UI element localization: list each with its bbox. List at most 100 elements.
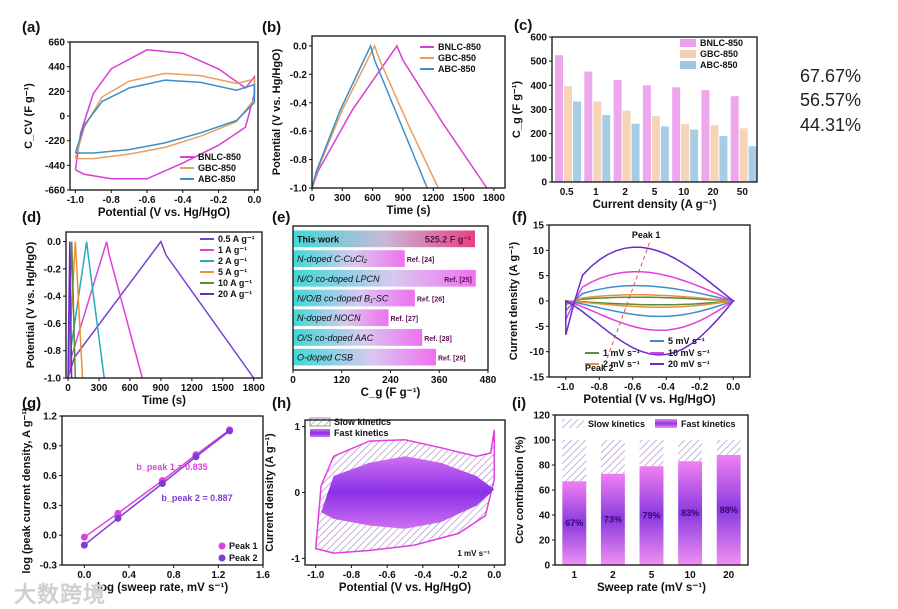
annotation-peak-1: Peak 1 <box>632 230 661 240</box>
x-tick-label: 300 <box>334 193 351 204</box>
watermark: 大数跨境 <box>14 583 107 608</box>
hbar-category-label: N/O co-doped LPCN <box>297 274 380 284</box>
y-tick-label: 400 <box>530 81 547 92</box>
series-line-0 <box>311 44 488 189</box>
plot-frame-f <box>548 224 751 378</box>
x-tick-label: 300 <box>91 383 108 394</box>
y-tick-label: -0.6 <box>44 319 62 330</box>
y-tick-label: 0.0 <box>293 41 307 52</box>
bar <box>710 125 719 182</box>
x-tick-label: 50 <box>737 187 749 198</box>
series-line-1 <box>565 294 734 309</box>
x-tick-label: 2 <box>610 570 616 581</box>
x-tick-label: 1200 <box>181 383 204 394</box>
legend-swatch <box>655 419 677 428</box>
hbar-value-label: Ref. [28] <box>424 336 452 343</box>
hbar-value-label: Ref. [25] <box>444 277 472 284</box>
x-tick-label: -0.4 <box>414 570 432 581</box>
plot-frame-a <box>69 41 259 191</box>
panel-label-d: (d) <box>22 209 41 226</box>
y-tick-label: 0 <box>541 178 547 189</box>
y-tick-label: 0 <box>544 561 550 572</box>
x-tick-label: -0.6 <box>379 570 397 581</box>
side-value-2: 56.57% <box>800 90 862 110</box>
y-tick-label: 300 <box>530 105 547 116</box>
y-axis-label: Current density (A g⁻¹) <box>508 241 520 360</box>
x-tick-label: 0 <box>65 383 71 394</box>
legend-label: 20 A g⁻¹ <box>218 289 252 299</box>
panel-label-c: (c) <box>514 17 532 34</box>
y-tick-label: 1.2 <box>43 412 57 423</box>
x-tick-label: 0.0 <box>77 570 91 581</box>
y-tick-label: 0 <box>59 112 65 123</box>
bar-value-label: 73% <box>604 514 622 524</box>
hbar-value-label: Ref. [29] <box>438 356 466 363</box>
bar <box>602 115 611 182</box>
hbar-category-label: O/S co-doped AAC <box>297 333 374 343</box>
series-line-2 <box>565 284 737 318</box>
legend-label: Slow kinetics <box>334 417 391 427</box>
hbar-value-label: Ref. [27] <box>390 316 418 323</box>
y-tick-label: -440 <box>45 161 65 172</box>
bar-slow-kinetics <box>600 440 625 474</box>
legend-label: 10 A g⁻¹ <box>218 278 252 288</box>
plot-frame-i <box>554 414 749 566</box>
x-tick-label: 240 <box>382 375 399 386</box>
bar <box>748 146 757 182</box>
hbar-category-label: N-doped C-CuCl₂ <box>297 254 368 264</box>
panel-label-g: (g) <box>22 395 41 412</box>
hbar <box>293 230 475 248</box>
y-tick-label: -220 <box>45 136 65 147</box>
bar-slow-kinetics <box>678 440 703 462</box>
fit-line <box>83 429 231 538</box>
x-tick-label: 1800 <box>243 383 266 394</box>
bar <box>681 124 690 182</box>
series-line-5 <box>67 241 73 379</box>
x-tick-label: -0.8 <box>591 382 609 393</box>
y-tick-label: -0.8 <box>290 155 308 166</box>
legend-label: 20 mV s⁻¹ <box>668 359 710 369</box>
x-tick-label: 0.4 <box>122 570 136 581</box>
x-tick-label: 0.0 <box>247 195 261 206</box>
y-axis-label: C_CV (F g⁻¹) <box>23 83 35 149</box>
y-tick-label: -1 <box>291 554 300 565</box>
legend-swatch <box>562 419 584 428</box>
x-tick-label: -0.8 <box>343 570 361 581</box>
y-tick-label: 100 <box>533 436 550 447</box>
data-point <box>80 541 88 549</box>
y-tick-label: 500 <box>530 57 547 68</box>
y-tick-label: 0.9 <box>43 441 57 452</box>
hbar <box>293 250 405 267</box>
legend-swatch <box>680 61 696 69</box>
x-axis-label: Current density (A g⁻¹) <box>593 199 717 211</box>
legend-label: 2 A g⁻¹ <box>218 256 247 266</box>
hbar <box>293 309 389 327</box>
x-axis-label: Sweep rate (mV s⁻¹) <box>597 582 706 594</box>
y-tick-label: 600 <box>530 33 547 44</box>
y-tick-label: 0 <box>294 488 300 499</box>
legend-label: 5 mV s⁻¹ <box>668 336 705 346</box>
y-tick-label: -10 <box>530 347 545 358</box>
y-tick-label: -0.6 <box>290 127 308 138</box>
series-line-2 <box>311 43 428 189</box>
peak-dashed-line <box>605 242 650 362</box>
bar <box>564 86 572 182</box>
y-axis-label: Potential (V vs. Hg/HgO) <box>25 241 37 368</box>
bar <box>672 87 681 182</box>
x-tick-label: 0.0 <box>487 570 501 581</box>
y-tick-label: -0.2 <box>290 70 308 81</box>
fit-line <box>83 430 231 546</box>
legend-label: 1 mV s⁻¹ <box>603 348 640 358</box>
plot-frame-h <box>304 419 506 566</box>
x-tick-label: 600 <box>122 383 139 394</box>
y-tick-label: 0.0 <box>43 531 57 542</box>
y-tick-label: -0.4 <box>290 98 308 109</box>
plot-frame-c <box>551 36 758 183</box>
hbar-category-label: This work <box>297 234 340 244</box>
bar-fast-kinetics <box>562 481 587 565</box>
legend-label: 5 A g⁻¹ <box>218 267 247 277</box>
x-axis-label: Potential (V vs. Hg/HgO) <box>339 582 471 594</box>
data-point <box>158 480 166 488</box>
y-tick-label: 120 <box>533 411 550 422</box>
hbar-value-label: Ref. [26] <box>417 297 445 304</box>
